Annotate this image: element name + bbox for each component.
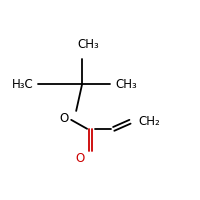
Text: O: O xyxy=(60,112,69,125)
Text: CH₃: CH₃ xyxy=(115,78,137,91)
Text: H₃C: H₃C xyxy=(12,78,33,91)
Text: O: O xyxy=(76,152,85,165)
Text: CH₂: CH₂ xyxy=(139,115,161,128)
Text: CH₃: CH₃ xyxy=(77,38,99,51)
